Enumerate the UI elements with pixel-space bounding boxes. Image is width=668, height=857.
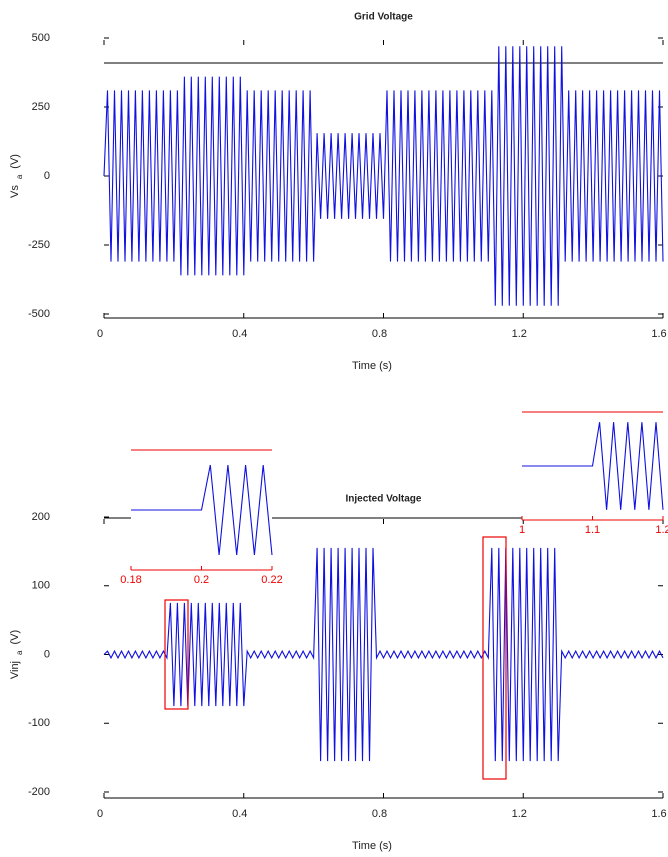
x-tick-label: 1.6 (651, 328, 666, 340)
y-axis-label-part: a (15, 650, 24, 655)
x-tick-label: 1 (519, 524, 525, 536)
x-tick-label: 0.4 (232, 328, 247, 340)
x-axis-label: Time (s) (352, 360, 392, 372)
x-tick-label: 1.2 (512, 808, 527, 820)
x-tick-label: 0.4 (232, 808, 247, 820)
x-tick-label: 0 (97, 328, 103, 340)
x-tick-label: 0.8 (372, 808, 387, 820)
x-axis-label: Time (s) (352, 840, 392, 852)
y-axis-label-part: (V) (9, 630, 21, 645)
chart-title: Grid Voltage (354, 12, 413, 23)
y-axis-label-part: (V) (9, 154, 21, 169)
x-tick-label: 0.22 (261, 574, 282, 586)
figure: -500 -250 0 250 500 0 0.4 0.8 1.2 1.6 Grid Voltage… (0, 0, 668, 857)
x-tick-label: 1.2 (655, 524, 668, 536)
x-tick-label: 1.1 (585, 524, 600, 536)
y-tick-label: 0 (44, 648, 50, 660)
x-tick-label: 0 (97, 808, 103, 820)
y-tick-label: 0 (44, 170, 50, 182)
x-tick-label: 0.2 (194, 574, 209, 586)
x-tick-label: 0.8 (372, 328, 387, 340)
y-axis-label-part: a (15, 174, 24, 179)
inset: 1 1.1 1.2 (519, 412, 668, 536)
y-tick-label: -500 (28, 308, 50, 320)
x-tick-label: 1.2 (512, 328, 527, 340)
y-axis-label-part: Vinj (9, 661, 21, 679)
y-tick-label: 200 (32, 511, 50, 523)
x-tick-label: 0.18 (120, 574, 141, 586)
y-tick-label: 500 (32, 32, 50, 44)
y-tick-label: 250 (32, 101, 50, 113)
y-tick-label: -250 (28, 239, 50, 251)
y-axis-label-part: Vs (9, 185, 21, 198)
x-tick-label: 1.6 (651, 808, 666, 820)
inset: 0.18 0.2 0.22 (120, 450, 282, 586)
y-tick-label: -100 (28, 717, 50, 729)
chart-title: Injected Voltage (346, 494, 422, 505)
y-tick-label: -200 (28, 786, 50, 798)
y-tick-label: 100 (32, 580, 50, 592)
